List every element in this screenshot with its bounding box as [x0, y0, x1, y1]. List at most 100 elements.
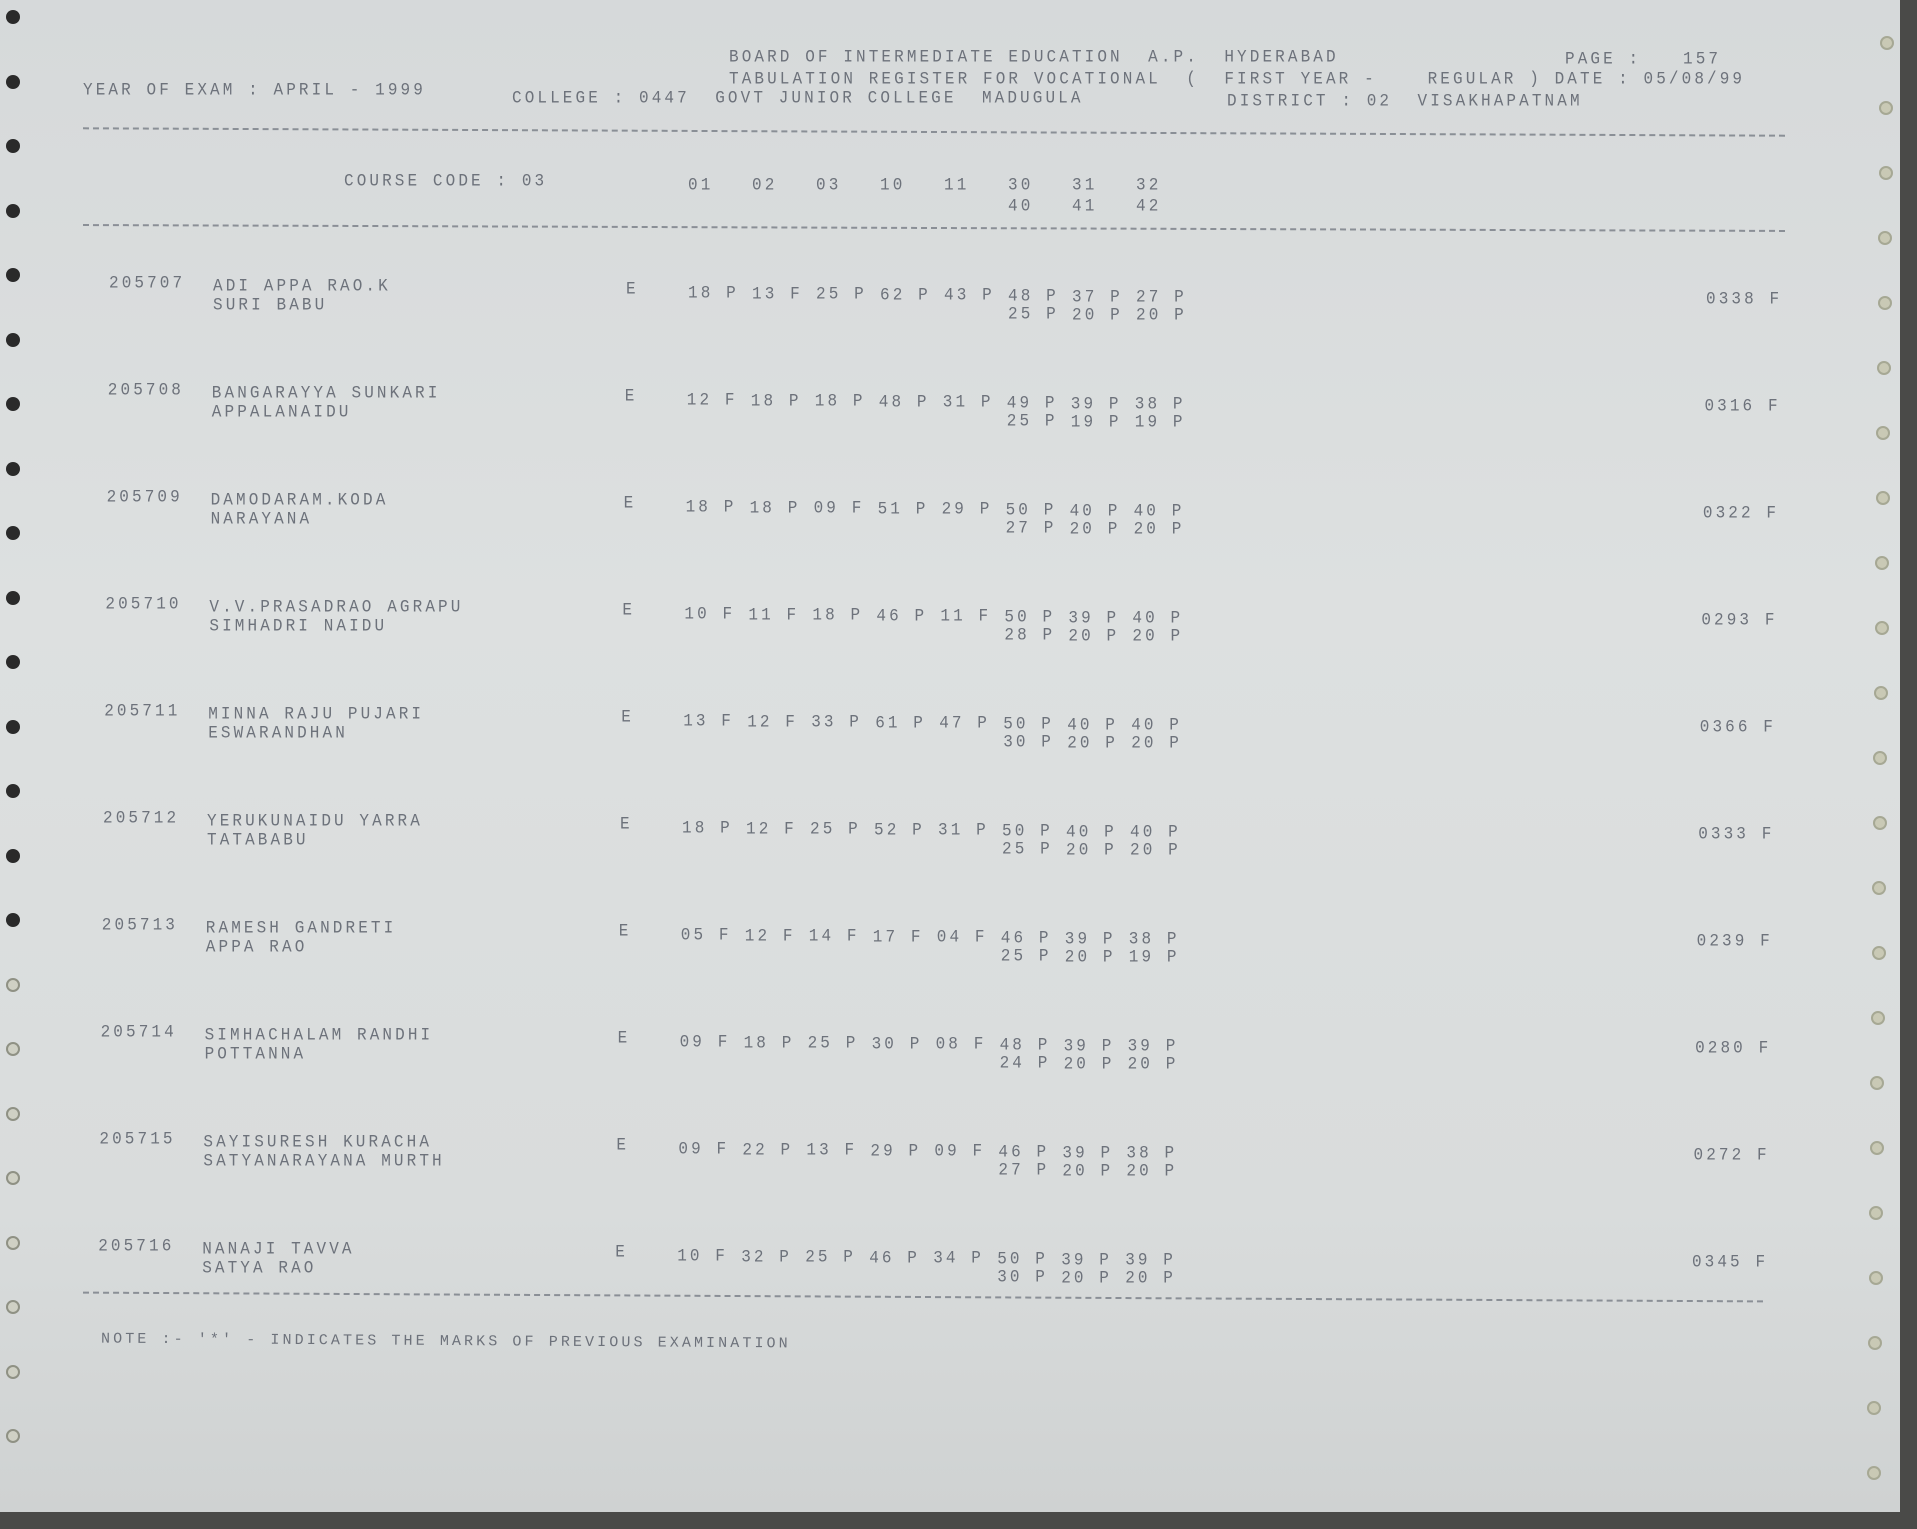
subject-mark: 40 P: [1130, 822, 1181, 843]
perforation-hole: [6, 913, 20, 927]
subject-mark: 50 P: [1005, 500, 1057, 520]
student-name-line1: YERUKUNAIDU YARRA: [207, 811, 423, 831]
subject-mark: 25 P: [805, 1247, 856, 1268]
college-info: COLLEGE : 0447 GOVT JUNIOR COLLEGE MADUG…: [512, 88, 1084, 108]
subject-mark: 27 P: [1005, 518, 1057, 538]
subject-mark: 19 P: [1134, 412, 1186, 433]
perforation-hole: [6, 526, 20, 540]
subject-mark: 09 F: [934, 1141, 986, 1162]
subject-mark: 20 P: [1063, 1053, 1115, 1074]
student-name-line1: BANGARAYYA SUNKARI: [211, 383, 441, 403]
subject-mark: 51 P: [877, 498, 929, 519]
student-name-line2: SURI BABU: [213, 295, 328, 315]
total-result: 0293 F: [1701, 610, 1778, 630]
subject-mark: 30 P: [997, 1267, 1048, 1287]
roll-number: 205713: [101, 915, 179, 935]
perforation-hole: [1874, 621, 1889, 635]
subject-mark: 18 P: [814, 391, 866, 412]
subject-mark: 40 P: [1132, 608, 1184, 629]
student-name-line2: SATYANARAYANA MURTH: [203, 1151, 445, 1171]
subject-mark: 05 F: [680, 925, 732, 945]
perforation-hole: [1877, 296, 1892, 310]
subject-mark: 20 P: [1127, 1054, 1179, 1075]
subject-mark: 39 P: [1064, 928, 1116, 949]
page-number: 157: [1683, 49, 1722, 69]
student-name-line1: SAYISURESH KURACHA: [203, 1132, 433, 1152]
perforation-hole: [1868, 1271, 1883, 1285]
total-result: 0345 F: [1691, 1252, 1769, 1272]
subject-mark: 18 P: [688, 283, 739, 303]
subject-mark: 25 P: [1000, 946, 1052, 966]
perforation-hole: [1869, 1206, 1884, 1220]
perforation-hole: [6, 1364, 20, 1379]
student-name-line1: RAMESH GANDRETI: [205, 918, 397, 938]
subject-mark: 18 P: [750, 390, 802, 411]
subject-mark: 40 P: [1133, 501, 1185, 522]
subject-mark: 46 P: [1000, 928, 1052, 948]
subject-mark: 61 P: [875, 712, 926, 733]
perforation-hole: [1878, 166, 1893, 180]
subject-mark: 37 P: [1072, 286, 1123, 307]
perforation-hole: [1868, 1336, 1882, 1350]
subject-mark: 31 P: [942, 392, 994, 413]
subject-mark: 20 P: [1062, 1160, 1114, 1181]
perforation-hole: [1877, 361, 1891, 375]
subject-mark: 10 F: [684, 604, 736, 624]
perforation-hole: [1871, 1011, 1885, 1025]
subject-mark: 30 P: [1003, 732, 1054, 752]
column-header: 11: [944, 175, 970, 195]
student-name-line2: NARAYANA: [210, 509, 313, 529]
subject-mark: 48 P: [999, 1035, 1051, 1055]
student-name-line2: APPALANAIDU: [211, 402, 352, 422]
subject-mark: 39 P: [1062, 1142, 1114, 1163]
perforation-hole: [6, 1042, 20, 1056]
total-result: 0280 F: [1695, 1038, 1772, 1058]
column-header: 30: [1008, 175, 1034, 195]
subject-mark: 17 F: [872, 926, 924, 947]
subject-mark: 18 P: [812, 605, 864, 626]
subject-mark: 49 P: [1006, 393, 1058, 413]
perforation-hole: [6, 784, 20, 798]
subject-mark: 19 P: [1070, 411, 1122, 432]
subject-mark: 20 P: [1132, 626, 1184, 647]
student-name-line2: POTTANNA: [204, 1044, 307, 1064]
subject-mark: 20 P: [1072, 304, 1123, 325]
subject-mark: 40 P: [1067, 714, 1118, 735]
perforation-hole: [1873, 751, 1888, 765]
perforation-hole: [6, 1106, 20, 1121]
page-label: PAGE :: [1565, 49, 1642, 69]
student-name-line1: V.V.PRASADRAO AGRAPU: [209, 597, 464, 617]
column-header: 03: [816, 175, 842, 195]
perforation-hole: [6, 461, 20, 476]
roll-number: 205710: [105, 594, 182, 614]
perforation-hole: [6, 1429, 20, 1443]
subject-mark: 09 F: [813, 498, 865, 519]
subject-mark: 48 P: [878, 391, 930, 412]
perforation-hole: [6, 10, 20, 24]
roll-number: 205714: [100, 1022, 177, 1042]
subject-mark: 10 F: [677, 1246, 728, 1266]
roll-number: 205708: [107, 380, 185, 400]
subject-mark: 34 P: [933, 1248, 984, 1269]
subject-mark: 13 F: [752, 283, 803, 304]
perforation-hole: [1875, 491, 1890, 505]
subject-mark: 30 P: [871, 1033, 923, 1054]
subject-mark: 27 P: [1136, 287, 1187, 308]
medium: E: [621, 707, 634, 727]
subject-mark: 12 F: [744, 925, 796, 946]
subject-mark: 20 P: [1068, 625, 1120, 646]
perforation-hole: [1880, 36, 1894, 50]
total-result: 0272 F: [1693, 1145, 1770, 1165]
student-name-line2: ESWARANDHAN: [208, 723, 348, 743]
subject-mark: 20 P: [1136, 305, 1187, 326]
subject-mark: 40 P: [1069, 500, 1121, 521]
perforation-hole: [6, 74, 20, 89]
perforation-hole: [1874, 686, 1888, 700]
medium: E: [626, 279, 639, 299]
perforation-hole: [1872, 816, 1887, 830]
subject-mark: 18 P: [682, 818, 733, 838]
divider: [83, 1291, 1763, 1303]
subject-mark: 20 P: [1064, 946, 1116, 967]
perforation-hole: [6, 719, 20, 734]
